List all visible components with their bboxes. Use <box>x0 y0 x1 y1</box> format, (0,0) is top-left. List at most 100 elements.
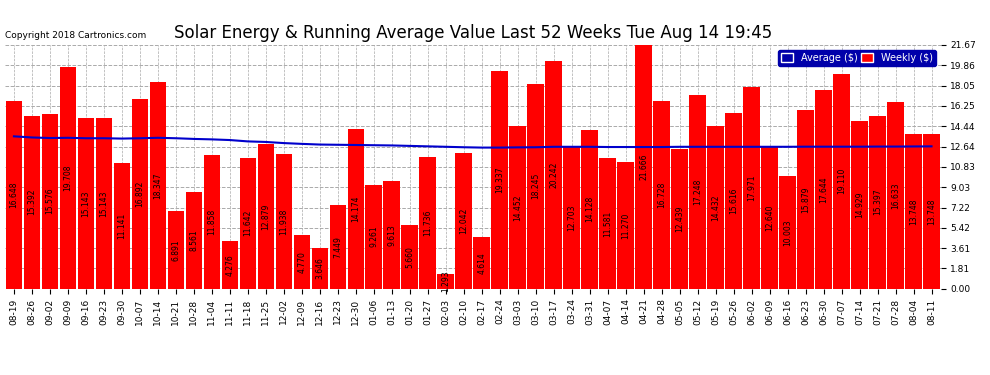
Bar <box>204 155 220 289</box>
Text: 14.452: 14.452 <box>513 194 522 221</box>
Text: 14.128: 14.128 <box>585 196 594 222</box>
Bar <box>510 126 526 289</box>
Bar <box>383 181 400 289</box>
Text: 15.879: 15.879 <box>801 186 810 213</box>
Text: 15.616: 15.616 <box>729 188 739 214</box>
Text: 21.666: 21.666 <box>640 154 648 180</box>
Bar <box>114 164 130 289</box>
Bar <box>312 248 328 289</box>
Text: 7.449: 7.449 <box>334 236 343 258</box>
Bar <box>887 102 904 289</box>
Bar <box>59 67 76 289</box>
Bar <box>455 153 472 289</box>
Text: 16.648: 16.648 <box>10 182 19 209</box>
Bar <box>491 71 508 289</box>
Text: 17.248: 17.248 <box>693 178 702 205</box>
Text: 13.748: 13.748 <box>909 198 918 225</box>
Text: 19.110: 19.110 <box>838 168 846 195</box>
Bar <box>905 134 922 289</box>
Text: 15.392: 15.392 <box>28 189 37 215</box>
Bar <box>528 84 544 289</box>
Text: 15.143: 15.143 <box>99 190 108 217</box>
Text: 11.858: 11.858 <box>207 209 217 235</box>
Bar <box>365 184 382 289</box>
Bar <box>851 121 868 289</box>
Bar <box>330 205 346 289</box>
Bar <box>618 162 634 289</box>
Text: 13.748: 13.748 <box>927 198 936 225</box>
Text: 3.646: 3.646 <box>315 257 325 279</box>
Text: 14.432: 14.432 <box>711 194 720 221</box>
Text: 15.397: 15.397 <box>873 189 882 216</box>
Bar <box>779 176 796 289</box>
Text: 4.614: 4.614 <box>477 252 486 274</box>
Text: 12.042: 12.042 <box>459 208 468 234</box>
Bar <box>834 74 849 289</box>
Bar <box>42 114 58 289</box>
Bar <box>438 274 454 289</box>
Text: 8.561: 8.561 <box>189 230 198 251</box>
Bar <box>545 61 562 289</box>
Bar <box>671 149 688 289</box>
Text: 20.242: 20.242 <box>549 162 558 188</box>
Text: 4.770: 4.770 <box>297 251 306 273</box>
Legend: Average ($), Weekly ($): Average ($), Weekly ($) <box>778 50 936 66</box>
Bar <box>599 159 616 289</box>
Bar <box>816 90 832 289</box>
Bar <box>257 144 274 289</box>
Bar <box>149 82 166 289</box>
Bar <box>6 102 22 289</box>
Text: 14.929: 14.929 <box>855 192 864 218</box>
Bar <box>347 129 364 289</box>
Text: 18.245: 18.245 <box>532 173 541 200</box>
Text: 15.143: 15.143 <box>81 190 90 217</box>
Bar <box>581 130 598 289</box>
Bar <box>653 100 670 289</box>
Bar <box>726 113 742 289</box>
Bar <box>240 158 256 289</box>
Bar <box>167 211 184 289</box>
Bar <box>473 237 490 289</box>
Bar <box>402 225 418 289</box>
Text: 18.347: 18.347 <box>153 172 162 199</box>
Bar <box>420 157 436 289</box>
Text: 11.938: 11.938 <box>279 209 288 235</box>
Bar <box>77 118 94 289</box>
Bar <box>797 110 814 289</box>
Text: 6.891: 6.891 <box>171 239 180 261</box>
Bar <box>563 146 580 289</box>
Text: 12.879: 12.879 <box>261 203 270 229</box>
Bar <box>761 147 778 289</box>
Bar <box>24 116 41 289</box>
Bar <box>222 241 239 289</box>
Title: Solar Energy & Running Average Value Last 52 Weeks Tue Aug 14 19:45: Solar Energy & Running Average Value Las… <box>173 24 772 42</box>
Bar <box>743 87 760 289</box>
Text: 4.276: 4.276 <box>226 254 235 276</box>
Bar <box>185 192 202 289</box>
Bar <box>636 45 652 289</box>
Text: 9.261: 9.261 <box>369 226 378 248</box>
Text: 16.633: 16.633 <box>891 182 900 209</box>
Text: 1.293: 1.293 <box>442 271 450 292</box>
Text: 16.728: 16.728 <box>657 182 666 208</box>
Text: 9.613: 9.613 <box>387 224 396 246</box>
Text: 12.703: 12.703 <box>567 204 576 231</box>
Bar <box>293 235 310 289</box>
Text: 11.270: 11.270 <box>621 212 631 238</box>
Text: 5.660: 5.660 <box>405 246 414 268</box>
Bar <box>869 116 886 289</box>
Text: 17.971: 17.971 <box>747 174 756 201</box>
Text: 11.642: 11.642 <box>244 210 252 237</box>
Text: 10.003: 10.003 <box>783 219 792 246</box>
Text: 19.708: 19.708 <box>63 165 72 191</box>
Text: 16.892: 16.892 <box>136 180 145 207</box>
Text: 14.174: 14.174 <box>351 196 360 222</box>
Bar <box>689 95 706 289</box>
Bar <box>275 154 292 289</box>
Text: 11.736: 11.736 <box>424 210 433 236</box>
Text: Copyright 2018 Cartronics.com: Copyright 2018 Cartronics.com <box>5 31 147 40</box>
Text: 11.581: 11.581 <box>603 210 612 237</box>
Text: 19.337: 19.337 <box>495 166 504 193</box>
Bar <box>924 134 940 289</box>
Bar <box>707 126 724 289</box>
